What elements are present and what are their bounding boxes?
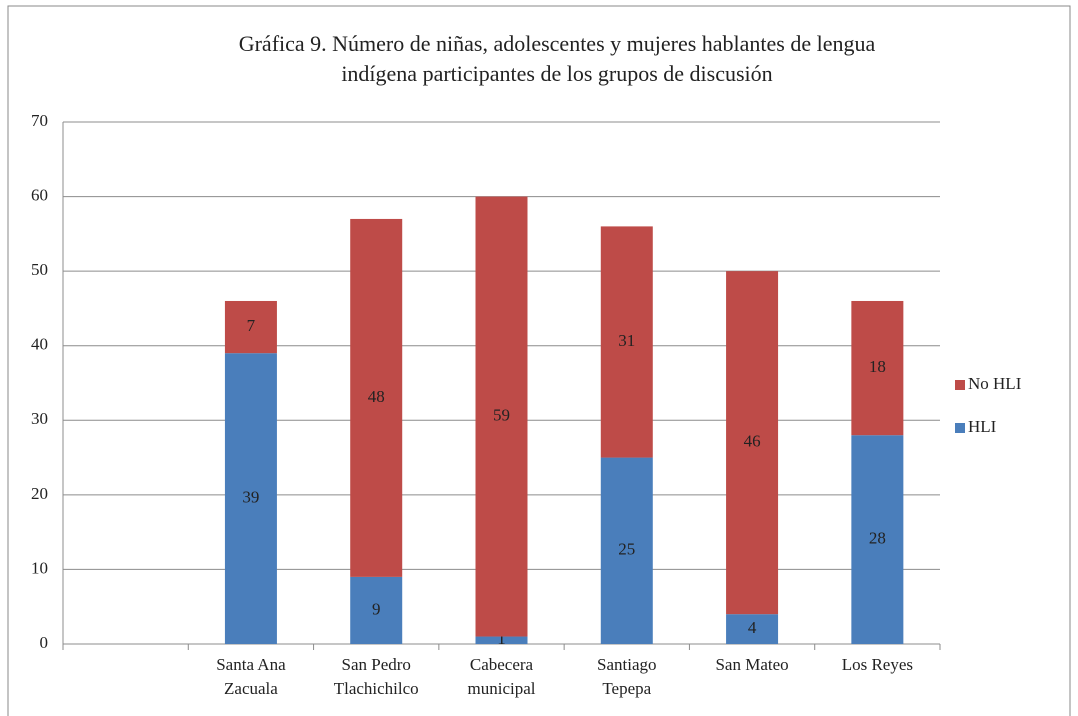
y-tick-label: 0 (40, 633, 49, 652)
chart-title: indígena participantes de los grupos de … (341, 61, 772, 86)
data-label: 28 (869, 529, 886, 548)
x-tick-label: Santa Ana (216, 655, 286, 674)
y-tick-label: 10 (31, 558, 48, 577)
x-tick-label: Los Reyes (842, 655, 913, 674)
bar-segment (475, 636, 528, 644)
bar-segment (475, 196, 528, 637)
data-label: 18 (869, 357, 886, 376)
data-label: 31 (618, 331, 635, 350)
bar-segment (224, 353, 277, 644)
legend-label: HLI (968, 417, 997, 436)
chart-frame (7, 5, 1071, 716)
y-tick-label: 50 (31, 260, 48, 279)
data-label: 59 (493, 405, 510, 424)
legend-label: No HLI (968, 374, 1022, 393)
y-tick-label: 40 (31, 335, 48, 354)
x-tick-label: Tlachichilco (334, 679, 419, 698)
bar-segment (600, 457, 653, 644)
bar-segment (600, 226, 653, 458)
data-label: 25 (618, 540, 635, 559)
data-label: 48 (368, 387, 385, 406)
y-tick-label: 20 (31, 484, 48, 503)
bar-segment (726, 271, 779, 615)
data-label: 46 (744, 432, 761, 451)
legend-swatch (955, 423, 965, 433)
data-label: 39 (242, 487, 259, 506)
bar-segment (350, 218, 403, 577)
y-tick-label: 30 (31, 409, 48, 428)
bar-segment (224, 300, 277, 354)
x-tick-label: San Pedro (342, 655, 411, 674)
x-tick-label: Santiago (597, 655, 657, 674)
x-tick-label: municipal (468, 679, 536, 698)
data-label: 7 (247, 316, 256, 335)
legend-swatch (955, 380, 965, 390)
bar-segment (350, 576, 403, 644)
chart-title: Gráfica 9. Número de niñas, adolescentes… (239, 31, 876, 56)
bar-segment (726, 614, 779, 644)
data-label: 9 (372, 599, 381, 618)
bar-segment (851, 435, 904, 644)
data-label: 4 (748, 618, 757, 637)
y-tick-label: 60 (31, 185, 48, 204)
x-tick-label: San Mateo (715, 655, 788, 674)
y-tick-label: 70 (31, 111, 48, 130)
x-tick-label: Tepepa (602, 679, 651, 698)
x-tick-label: Zacuala (224, 679, 278, 698)
bar-segment (851, 300, 904, 436)
data-label: 1 (497, 629, 506, 648)
x-tick-label: Cabecera (470, 655, 534, 674)
